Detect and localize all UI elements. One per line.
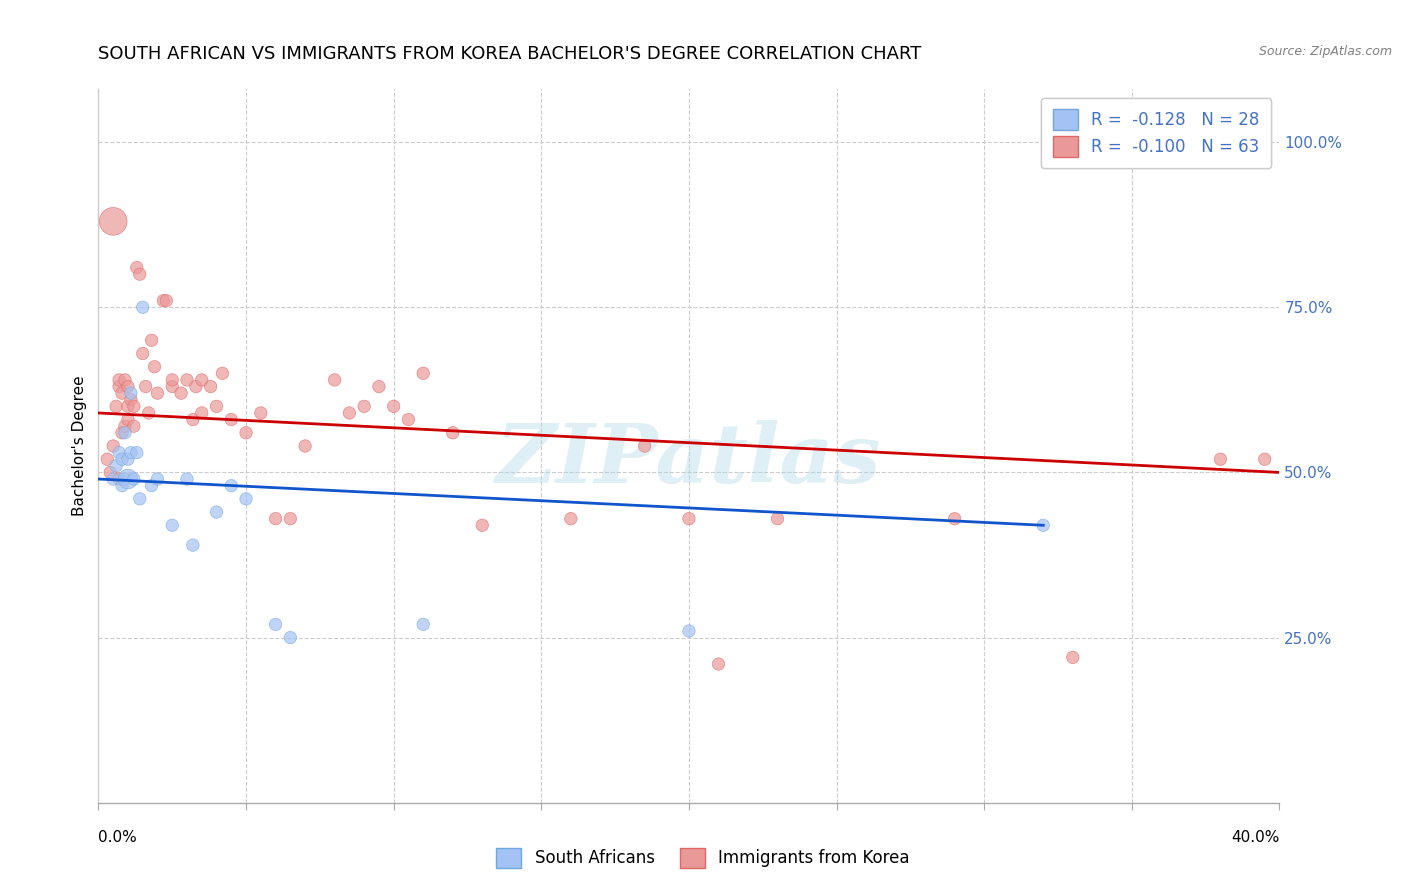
Point [114, 425, 136, 440]
Point [132, 300, 155, 314]
Point [278, 631, 302, 645]
Point [114, 419, 136, 434]
Point [108, 379, 131, 393]
Point [184, 379, 207, 393]
Point [146, 472, 169, 486]
Point [111, 478, 134, 492]
Point [412, 617, 434, 632]
Point [382, 400, 405, 414]
Point [128, 491, 150, 506]
Point [114, 472, 136, 486]
Point [122, 472, 145, 486]
Point [235, 425, 257, 440]
Point [278, 511, 302, 525]
Point [125, 445, 148, 459]
Point [162, 373, 183, 387]
Point [132, 346, 155, 360]
Legend: South Africans, Immigrants from Korea: South Africans, Immigrants from Korea [489, 841, 917, 875]
Point [117, 472, 139, 486]
Point [108, 472, 131, 486]
Point [170, 386, 193, 401]
Point [120, 386, 142, 401]
Point [264, 617, 287, 632]
Point [235, 491, 257, 506]
Point [117, 379, 139, 393]
Point [368, 379, 391, 393]
Point [337, 406, 360, 420]
Point [162, 379, 183, 393]
Point [138, 406, 160, 420]
Point [353, 400, 375, 414]
Point [219, 412, 242, 426]
Point [111, 386, 134, 401]
Point [96, 452, 118, 467]
Point [155, 293, 177, 308]
Point [181, 538, 204, 552]
Point [181, 412, 204, 426]
Point [98, 466, 121, 480]
Point [211, 367, 233, 381]
Point [633, 439, 655, 453]
Point [120, 392, 142, 407]
Point [141, 478, 163, 492]
Point [943, 511, 966, 525]
Point [125, 260, 148, 275]
Point [103, 472, 125, 486]
Point [396, 412, 419, 426]
Point [264, 511, 287, 525]
Point [294, 439, 316, 453]
Point [111, 452, 134, 467]
Point [205, 400, 228, 414]
Point [441, 425, 464, 440]
Point [678, 624, 700, 638]
Point [117, 452, 139, 467]
Point [766, 511, 789, 525]
Point [105, 458, 128, 473]
Point [146, 386, 169, 401]
Point [176, 472, 198, 486]
Point [250, 406, 273, 420]
Point [122, 419, 145, 434]
Point [176, 373, 198, 387]
Point [103, 214, 125, 228]
Point [114, 373, 136, 387]
Point [128, 267, 150, 281]
Point [1032, 518, 1054, 533]
Point [200, 379, 222, 393]
Point [707, 657, 730, 671]
Point [191, 406, 214, 420]
Point [560, 511, 582, 525]
Point [323, 373, 346, 387]
Point [191, 373, 214, 387]
Point [108, 445, 131, 459]
Text: Source: ZipAtlas.com: Source: ZipAtlas.com [1258, 45, 1392, 58]
Text: 0.0%: 0.0% [98, 830, 138, 845]
Point [678, 511, 700, 525]
Point [143, 359, 166, 374]
Point [103, 439, 125, 453]
Point [117, 412, 139, 426]
Point [1209, 452, 1232, 467]
Point [105, 400, 128, 414]
Point [1062, 650, 1084, 665]
Text: 40.0%: 40.0% [1232, 830, 1279, 845]
Point [152, 293, 174, 308]
Point [111, 425, 134, 440]
Point [108, 373, 131, 387]
Point [205, 505, 228, 519]
Point [1254, 452, 1277, 467]
Point [135, 379, 157, 393]
Point [120, 445, 142, 459]
Legend: R =  -0.128   N = 28, R =  -0.100   N = 63: R = -0.128 N = 28, R = -0.100 N = 63 [1040, 97, 1271, 169]
Point [219, 478, 242, 492]
Point [122, 400, 145, 414]
Point [117, 400, 139, 414]
Point [412, 367, 434, 381]
Text: ZIPatlas: ZIPatlas [496, 420, 882, 500]
Text: SOUTH AFRICAN VS IMMIGRANTS FROM KOREA BACHELOR'S DEGREE CORRELATION CHART: SOUTH AFRICAN VS IMMIGRANTS FROM KOREA B… [98, 45, 922, 62]
Point [471, 518, 494, 533]
Point [141, 333, 163, 347]
Point [162, 518, 183, 533]
Y-axis label: Bachelor's Degree: Bachelor's Degree [72, 376, 87, 516]
